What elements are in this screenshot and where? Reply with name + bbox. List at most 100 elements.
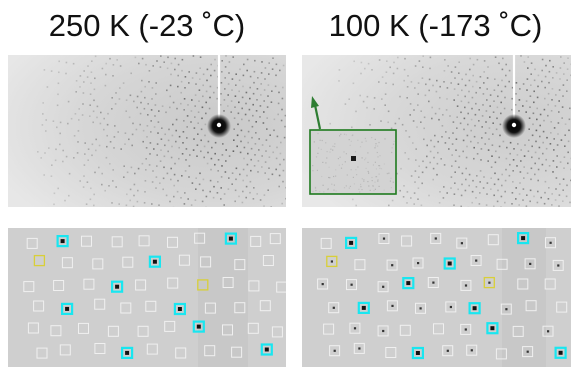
diffraction-spot	[467, 101, 470, 104]
diffraction-spot	[182, 142, 184, 144]
diffraction-spot	[550, 121, 552, 123]
diffraction-spot	[89, 198, 92, 201]
diffraction-spot	[553, 127, 556, 129]
diffraction-spot	[112, 75, 114, 77]
noise-dot	[372, 185, 374, 187]
diffraction-spot	[426, 155, 428, 158]
diffraction-spot	[459, 122, 462, 125]
noise-dot	[365, 140, 367, 142]
diffraction-spot	[82, 92, 85, 94]
diffraction-spot	[93, 193, 95, 196]
noise-dot	[383, 163, 385, 165]
diffraction-spot	[261, 61, 263, 63]
diffraction-spot	[160, 149, 162, 151]
noise-dot	[321, 175, 323, 178]
diffraction-spot	[57, 187, 59, 190]
diffraction-spot	[239, 173, 241, 176]
diffraction-spot	[555, 94, 557, 96]
diffraction-spot	[55, 148, 57, 151]
diffraction-spot	[163, 166, 165, 169]
noise-dot	[343, 133, 346, 135]
spot-dot	[417, 262, 420, 265]
diffraction-spot	[381, 98, 383, 100]
diffraction-spot	[115, 92, 117, 94]
diffraction-spot	[450, 187, 452, 189]
diffraction-spot	[558, 194, 561, 196]
diffraction-spot	[210, 168, 212, 171]
diffraction-spot	[446, 192, 448, 194]
diffraction-spot	[242, 179, 244, 182]
diffraction-spot	[258, 149, 260, 151]
spot-box	[222, 277, 234, 288]
diffraction-spot	[236, 145, 238, 148]
diffraction-spot	[458, 166, 460, 169]
diffraction-spot	[240, 129, 243, 132]
diffraction-spot	[111, 108, 113, 110]
diffraction-spot	[201, 200, 204, 203]
spot-dot	[228, 236, 233, 241]
diffraction-spot	[403, 185, 405, 187]
diffraction-spot	[403, 79, 405, 82]
diffraction-spot	[263, 100, 265, 102]
diffraction-spot	[105, 73, 107, 76]
noise-dot	[374, 181, 376, 183]
spot-box	[442, 345, 454, 357]
noise-dot	[357, 139, 359, 141]
spot-dot	[549, 241, 552, 244]
diffraction-spot	[154, 104, 157, 106]
spot-box	[328, 302, 340, 314]
background-stripe	[198, 228, 248, 367]
diffraction-spot	[526, 89, 528, 91]
diffraction-spot	[196, 155, 198, 157]
diffraction-spot	[278, 91, 280, 94]
spot-box	[36, 347, 48, 359]
diffraction-spot	[528, 128, 530, 130]
diffraction-spot	[125, 110, 127, 112]
diffraction-spot	[137, 189, 139, 192]
diffraction-spot	[282, 86, 284, 89]
diffraction-spot	[178, 157, 180, 160]
spot-dot	[382, 329, 385, 333]
diffraction-spot	[545, 64, 547, 67]
diffraction-spot	[90, 187, 92, 190]
diffraction-spot	[528, 139, 530, 141]
diffraction-spot	[169, 106, 171, 109]
diffraction-spot	[540, 196, 542, 199]
diffraction-spot	[132, 205, 135, 207]
noise-dot	[379, 155, 381, 157]
diffraction-spot	[557, 122, 560, 124]
diffraction-spot	[171, 145, 173, 148]
diffraction-spot	[68, 194, 70, 197]
diffraction-spot	[494, 172, 496, 175]
diffraction-spot	[175, 140, 177, 143]
noise-dot	[344, 161, 346, 163]
diffraction-spot	[258, 138, 260, 140]
diffraction-spot	[151, 87, 154, 89]
diffraction-spot	[388, 204, 390, 207]
diffraction-spot	[118, 203, 120, 205]
diffraction-spot	[463, 117, 466, 120]
diffraction-spot	[497, 178, 500, 181]
spot-box	[138, 235, 150, 247]
noise-dot	[318, 147, 320, 149]
diffraction-spot	[399, 95, 401, 98]
spot-dot	[460, 242, 463, 245]
diffraction-spot	[450, 71, 453, 73]
noise-dot	[349, 185, 351, 187]
diffraction-spot	[246, 163, 249, 166]
diffraction-spot	[515, 93, 517, 95]
diffraction-spot	[111, 97, 113, 99]
diffraction-spot	[202, 73, 205, 76]
diffraction-spot	[191, 99, 193, 101]
diffraction-spot	[246, 174, 248, 177]
diffraction-spot	[465, 178, 467, 181]
diffraction-spot	[483, 71, 485, 73]
spot-box	[81, 235, 92, 247]
diffraction-spot	[493, 183, 496, 186]
diffraction-spot	[369, 124, 371, 126]
diffraction-spot	[384, 104, 386, 106]
diffraction-spot	[255, 110, 258, 112]
spot-box	[262, 255, 274, 266]
diffraction-spot	[155, 176, 158, 178]
diffraction-spot	[252, 198, 255, 200]
